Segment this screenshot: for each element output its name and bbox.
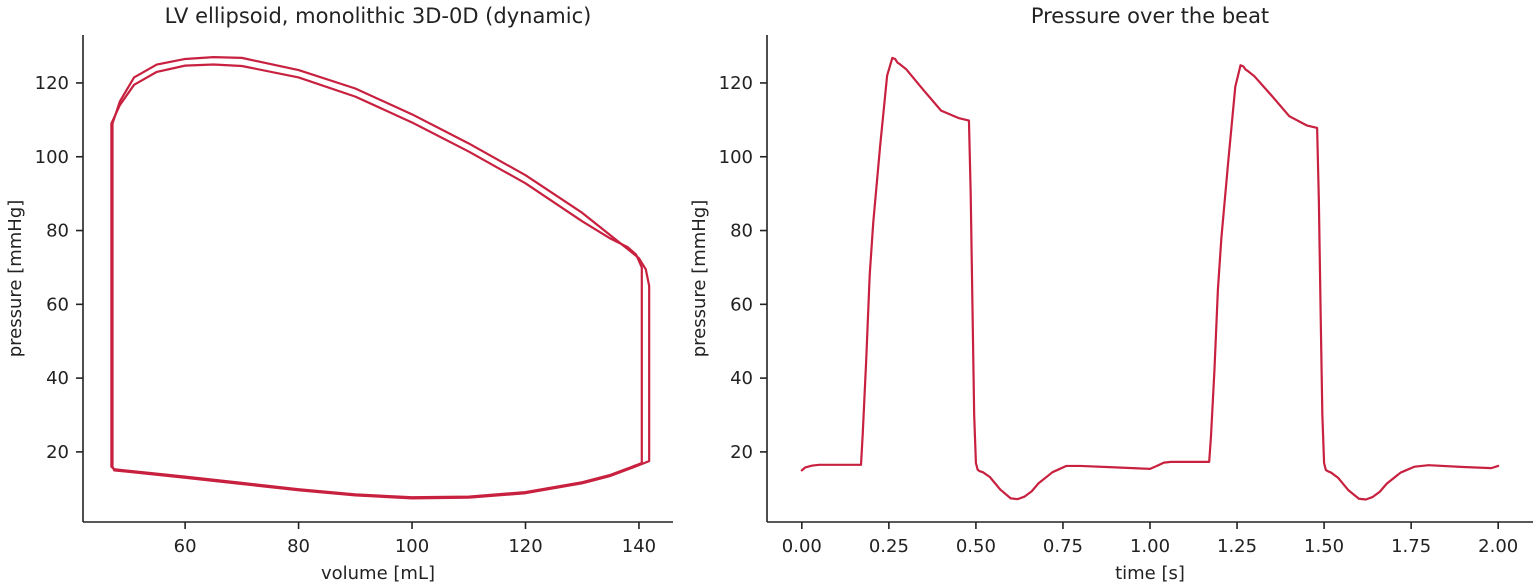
series-line-0: [800, 56, 1500, 501]
y-tick-label: 20: [730, 442, 753, 463]
y-tick-label: 40: [730, 368, 753, 389]
series-line-1: [110, 63, 643, 499]
x-tick-label: 120: [508, 536, 542, 557]
chart-title: LV ellipsoid, monolithic 3D-0D (dynamic): [165, 4, 592, 28]
y-tick-label: 60: [730, 294, 753, 315]
y-tick-label: 60: [46, 294, 69, 315]
x-tick-label: 0.00: [782, 536, 822, 557]
x-tick-label: 1.25: [1217, 536, 1257, 557]
x-tick-label: 1.50: [1304, 536, 1344, 557]
y-tick-label: 80: [730, 221, 753, 242]
x-tick-label: 140: [622, 536, 656, 557]
x-tick-label: 80: [287, 536, 310, 557]
y-tick-label: 40: [46, 368, 69, 389]
y-axis-label: pressure [mmHg]: [689, 200, 710, 358]
x-tick-label: 100: [395, 536, 429, 557]
x-tick-label: 2.00: [1478, 536, 1518, 557]
x-tick-label: 60: [174, 536, 197, 557]
pv-loop-chart: 60 80 100 120 140 20 40 60 80 100 120 LV ellipsoid,…: [5, 4, 673, 584]
x-axis-label: volume [mL]: [321, 563, 435, 584]
x-tick-label: 1.00: [1130, 536, 1170, 557]
y-tick-label: 120: [35, 73, 69, 94]
chart-title: Pressure over the beat: [1031, 4, 1269, 28]
x-tick-label: 1.75: [1391, 536, 1431, 557]
x-tick-label: 0.75: [1043, 536, 1083, 557]
y-tick-label: 80: [46, 221, 69, 242]
x-tick-label: 0.25: [869, 536, 909, 557]
y-axis-label: pressure [mmHg]: [5, 200, 26, 358]
y-tick-label: 120: [719, 73, 753, 94]
x-tick-label: 0.50: [956, 536, 996, 557]
y-tick-label: 20: [46, 442, 69, 463]
x-axis-label: time [s]: [1115, 563, 1185, 584]
pressure-time-chart: 0.00 0.25 0.50 0.75 1.00 1.25 1.50 1.75 2.00 20 40…: [689, 4, 1533, 584]
series-line-0: [111, 56, 651, 500]
y-tick-label: 100: [35, 147, 69, 168]
y-tick-label: 100: [719, 147, 753, 168]
